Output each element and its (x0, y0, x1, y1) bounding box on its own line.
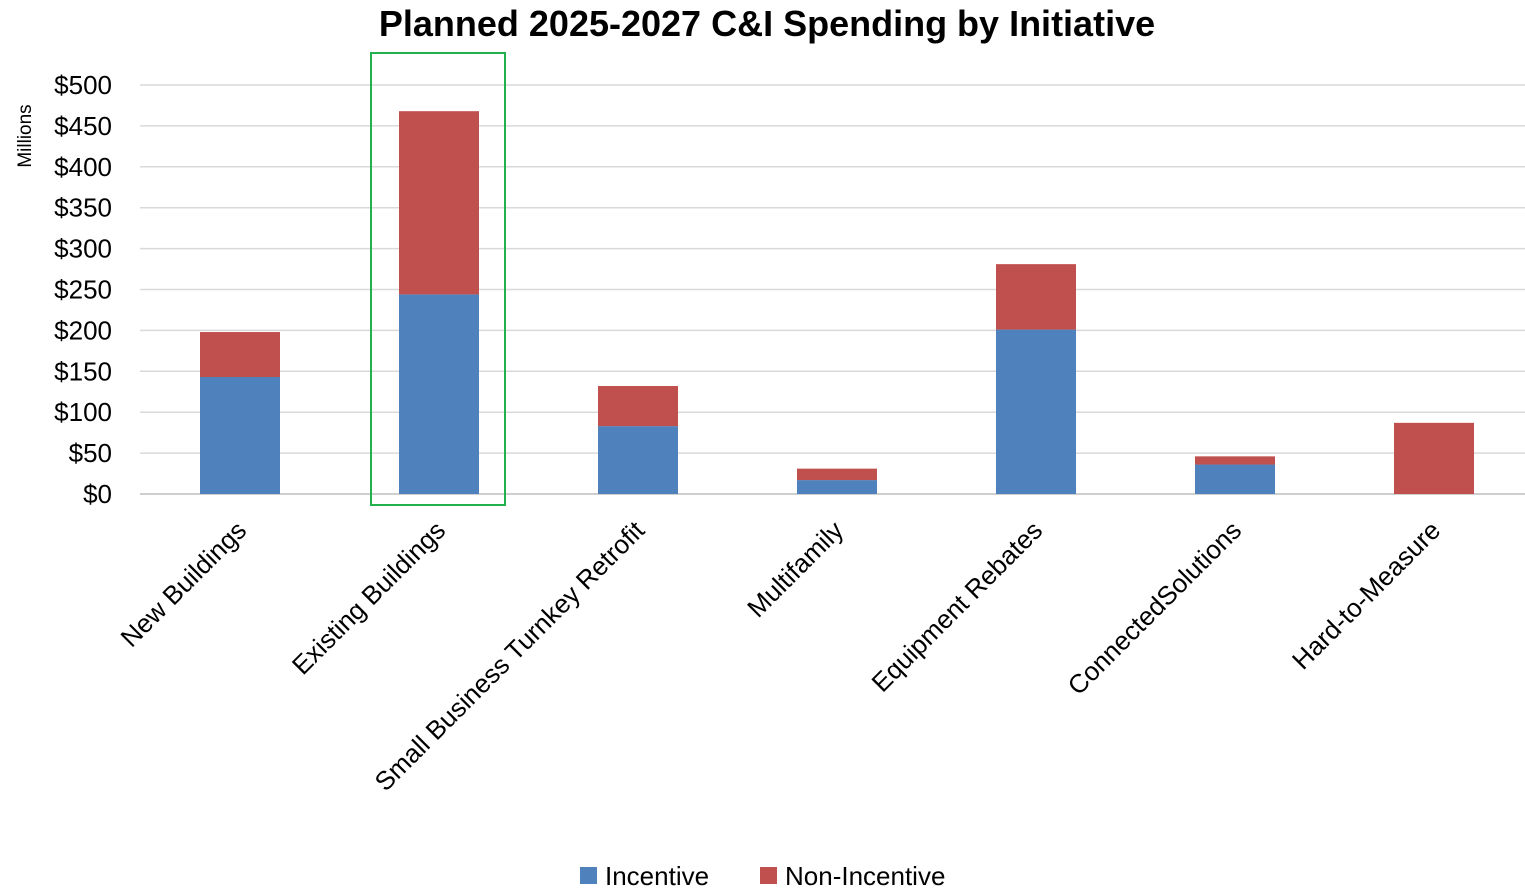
y-tick-label: $450 (54, 111, 112, 141)
bar-segment-incentive (598, 426, 678, 494)
y-tick-label: $400 (54, 152, 112, 182)
bar-segment-non-incentive (996, 264, 1076, 330)
y-axis-unit-label: Millions (15, 104, 36, 167)
x-tick-label: Existing Buildings (286, 515, 451, 680)
bar-segment-non-incentive (200, 332, 280, 378)
bar-segment-incentive (399, 294, 479, 494)
y-tick-label: $0 (83, 479, 112, 509)
y-tick-label: $300 (54, 234, 112, 264)
legend-swatch (580, 867, 597, 884)
highlight-layer (370, 52, 506, 506)
bar-segment-non-incentive (399, 111, 479, 295)
legend: Incentive Non-Incentive (580, 861, 945, 889)
legend-label: Non-Incentive (785, 861, 945, 889)
x-tick-label: ConnectedSolutions (1061, 515, 1247, 701)
bars (200, 111, 1474, 494)
x-tick-label: Hard-to-Measure (1286, 515, 1446, 675)
gridlines (140, 84, 1525, 495)
y-tick-label: $50 (69, 438, 112, 468)
y-tick-label: $200 (54, 315, 112, 345)
y-tick-label: $250 (54, 275, 112, 305)
bar-segment-incentive (1195, 464, 1275, 494)
y-tick-label: $100 (54, 397, 112, 427)
x-tick-label: New Buildings (115, 515, 253, 653)
bar-segment-non-incentive (1195, 456, 1275, 465)
bar-segment-non-incentive (797, 468, 877, 481)
y-tick-label: $350 (54, 193, 112, 223)
bar-segment-incentive (996, 329, 1076, 494)
bar-segment-incentive (200, 377, 280, 494)
x-tick-label: Multifamily (741, 515, 849, 623)
chart-title: Planned 2025-2027 C&I Spending by Initia… (379, 3, 1155, 44)
y-axis-ticks: $0 $50 $100 $150 $200 $250 $300 $350 $400 $450 $50… (54, 70, 112, 509)
legend-label: Incentive (605, 861, 709, 889)
bar-segment-non-incentive (1394, 422, 1474, 494)
y-tick-label: $500 (54, 70, 112, 100)
bar-segment-incentive (797, 480, 877, 494)
highlight-box (370, 52, 506, 506)
legend-swatch (760, 867, 777, 884)
x-tick-label: Equipment Rebates (866, 515, 1049, 698)
bar-segment-non-incentive (598, 386, 678, 427)
y-tick-label: $150 (54, 356, 112, 386)
